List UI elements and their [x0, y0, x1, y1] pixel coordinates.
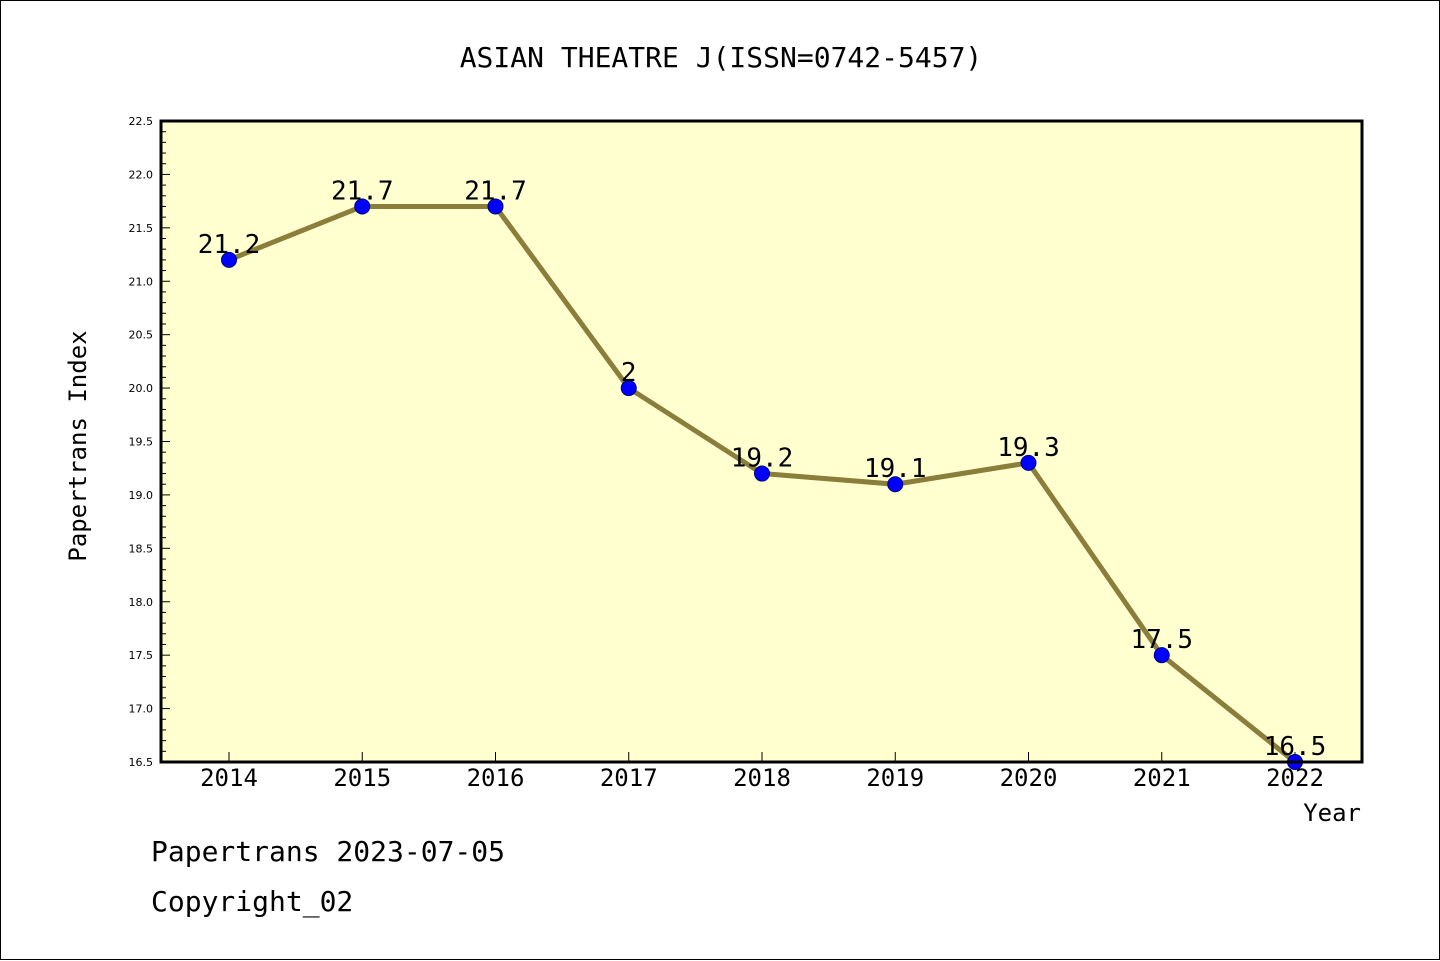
y-tick-label: 22.0 [129, 168, 154, 181]
y-tick-label: 16.5 [129, 756, 154, 769]
data-point [1020, 454, 1037, 471]
data-label: 21.7 [331, 176, 394, 206]
data-labels: 21.2 21.7 21.7 2 19.2 19.1 19.3 17.5 16.5 [198, 176, 1327, 762]
x-tick-label: 2017 [600, 764, 658, 792]
data-point [487, 198, 504, 215]
footer-copyright-text: Copyright_02 [151, 885, 354, 918]
data-point [887, 476, 904, 493]
y-axis-ticks: 16.5 17.0 17.5 18.0 18.5 19.0 19.5 20.0 20.5 21.0… [129, 115, 170, 769]
data-point [354, 198, 371, 215]
x-tick-label: 2020 [1000, 764, 1058, 792]
data-label: 21.7 [464, 176, 527, 206]
data-point [1153, 647, 1170, 664]
x-tick-label: 2016 [467, 764, 525, 792]
data-point [754, 465, 770, 482]
x-tick-label: 2015 [333, 764, 391, 792]
data-point [620, 380, 637, 397]
x-axis-label: Year [1303, 799, 1361, 827]
data-label: 19.1 [864, 454, 927, 484]
data-label: 16.5 [1264, 732, 1327, 762]
footer-date-text: Papertrans 2023-07-05 [151, 835, 506, 868]
x-tick-label: 2014 [200, 764, 258, 792]
y-axis-label: Papertrans Index [64, 330, 92, 561]
data-label: 21.2 [198, 230, 261, 260]
y-tick-label: 18.0 [129, 596, 154, 609]
data-point [221, 251, 237, 268]
y-tick-label: 21.5 [129, 222, 154, 235]
plot-border [159, 119, 1364, 764]
y-tick-label: 18.5 [129, 542, 154, 555]
chart-title: ASIAN THEATRE J(ISSN=0742-5457) [460, 41, 983, 74]
y-tick-label: 20.0 [129, 382, 154, 395]
data-label: 19.3 [997, 433, 1060, 463]
y-tick-label: 19.5 [129, 436, 154, 449]
data-label: 2 [621, 358, 637, 388]
y-tick-label: 20.5 [129, 329, 154, 342]
x-tick-label: 2019 [866, 764, 924, 792]
x-tick-label: 2021 [1133, 764, 1191, 792]
y-tick-label: 19.0 [129, 489, 154, 502]
x-tick-label: 2018 [733, 764, 791, 792]
data-label: 17.5 [1130, 625, 1193, 655]
y-tick-label: 21.0 [129, 275, 154, 288]
y-tick-label: 17.5 [129, 649, 154, 662]
y-tick-label: 17.0 [129, 703, 154, 716]
x-axis-ticks: 2014 2015 2016 2017 2018 2019 2020 2021 2022 [200, 752, 1324, 792]
data-label: 19.2 [731, 444, 794, 474]
y-tick-label: 22.5 [129, 115, 154, 128]
